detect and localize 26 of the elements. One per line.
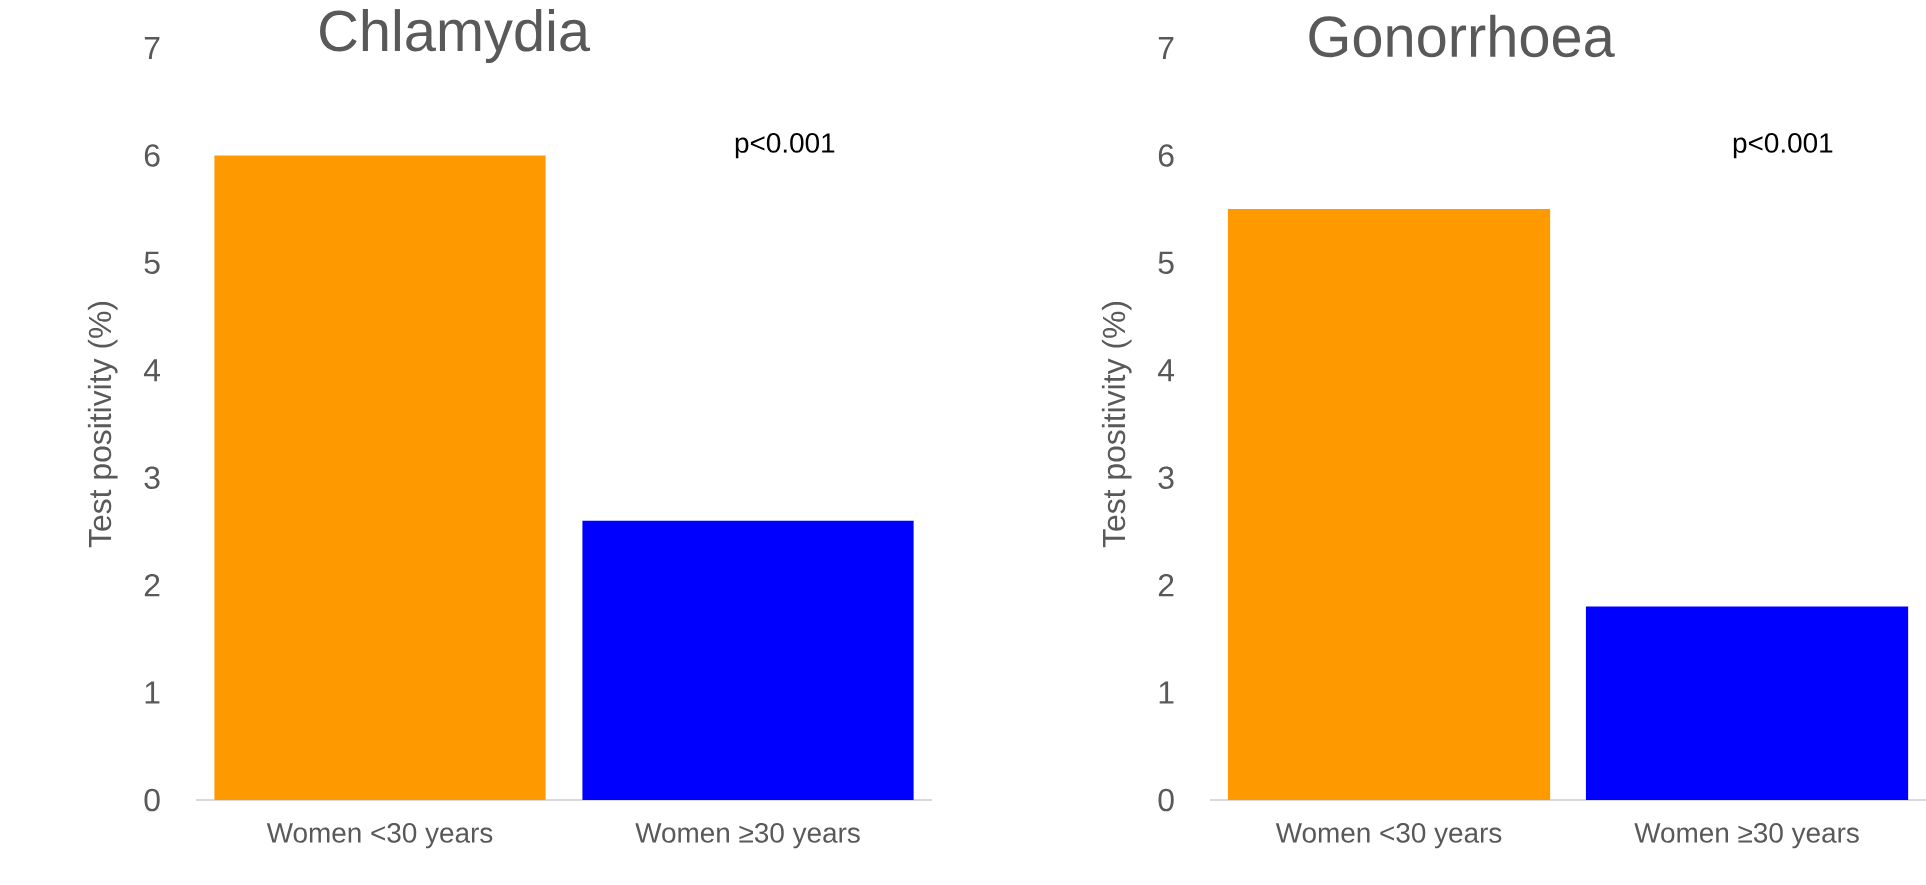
y-tick-label: 6 xyxy=(144,144,160,167)
y-tick-label: 2 xyxy=(1158,574,1174,597)
y-axis-title: Test positivity (%) xyxy=(87,302,118,548)
chart-title: Gonorrhoea xyxy=(1309,14,1615,58)
x-tick-label: Women ≥30 years xyxy=(635,823,860,849)
y-tick-label: 4 xyxy=(1157,359,1175,382)
x-tick-label: Women <30 years xyxy=(1275,823,1502,849)
annotation: p<0.001 xyxy=(1733,133,1833,159)
y-tick-label: 1 xyxy=(145,681,160,704)
y-tick-label: 7 xyxy=(144,37,160,59)
y-tick-label: 5 xyxy=(1158,251,1174,274)
y-tick-label: 6 xyxy=(1158,144,1174,167)
y-tick-label: 3 xyxy=(144,466,160,489)
x-tick-label: Women <30 years xyxy=(266,823,493,849)
annotation: p<0.001 xyxy=(735,133,835,159)
y-tick-label: 2 xyxy=(144,574,160,597)
y-tick-label: 0 xyxy=(144,788,160,812)
y-tick-label: 4 xyxy=(143,359,161,382)
x-tick-label: Women ≥30 years xyxy=(1634,823,1859,849)
y-tick-label: 5 xyxy=(144,251,160,274)
y-tick-label: 3 xyxy=(1158,466,1174,489)
y-tick-label: 7 xyxy=(1158,37,1174,59)
y-tick-label: 1 xyxy=(1159,681,1174,704)
chart-title: Chlamydia xyxy=(320,9,591,63)
y-tick-label: 0 xyxy=(1158,788,1174,812)
y-axis-title: Test positivity (%) xyxy=(1101,302,1132,548)
